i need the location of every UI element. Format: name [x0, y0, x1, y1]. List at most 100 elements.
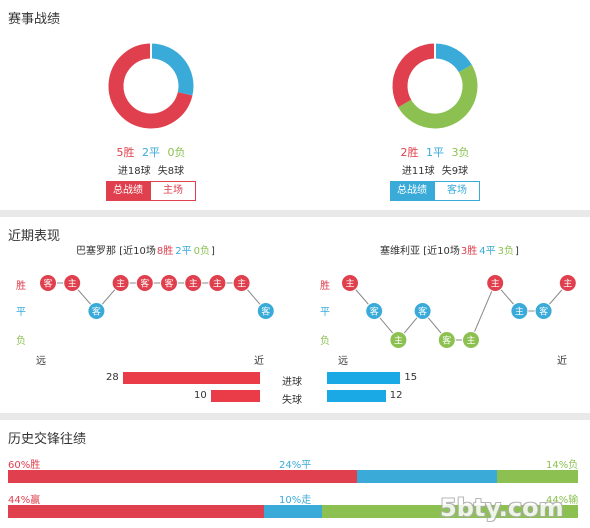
right-team-name: 塞维利亚	[380, 246, 420, 257]
svg-text:客: 客	[43, 278, 52, 290]
svg-text:主: 主	[116, 278, 125, 290]
left-axis-far: 远	[36, 356, 46, 367]
right-overall-button[interactable]: 总战绩	[390, 181, 434, 201]
right-form-point[interactable]: 客	[534, 302, 553, 320]
svg-text:客: 客	[140, 278, 149, 290]
left-form-point[interactable]: 客	[39, 274, 57, 292]
svg-text:主: 主	[563, 278, 572, 290]
left-form-point[interactable]: 客	[87, 302, 106, 320]
right-goals-conceded: 失9球	[441, 166, 469, 177]
right-record-line: 2胜 1平 3负	[360, 144, 510, 160]
svg-text:主: 主	[491, 278, 500, 290]
left-recent-draws: 2平	[175, 246, 192, 257]
left-form-point[interactable]: 主	[184, 274, 203, 292]
left-recent-wins: 8胜	[156, 246, 174, 257]
svg-text:客: 客	[164, 278, 173, 290]
right-form-point[interactable]: 客	[413, 302, 432, 320]
h2h-row1-loss-segment	[496, 470, 578, 483]
left-form-point[interactable]: 客	[160, 274, 178, 292]
right-row-label-win: 胜	[320, 281, 330, 292]
left-form-point[interactable]: 主	[63, 274, 82, 292]
right-goals-scored: 进11球	[401, 166, 435, 177]
right-form-point[interactable]: 客	[437, 331, 456, 349]
left-goals-scored-value: 28	[106, 372, 119, 383]
right-team-record: 2胜 1平 3负 进11球 失9球 总战绩 客场	[360, 36, 510, 201]
right-form-point[interactable]: 主	[558, 274, 577, 292]
left-form-point[interactable]: 主	[208, 274, 227, 292]
left-recent-header: 巴塞罗那 [近10场8胜 2平 0负]	[76, 242, 215, 257]
left-row-label-draw: 平	[16, 307, 26, 318]
right-draw-count: 1平	[426, 146, 444, 159]
h2h-row2-draw-segment	[263, 505, 323, 518]
left-form-point[interactable]: 主	[232, 274, 251, 292]
right-goals-conceded-value: 12	[389, 390, 403, 401]
left-form-point[interactable]: 主	[111, 274, 130, 292]
h2h-row1-loss-text: 14%负	[546, 460, 579, 471]
left-loss-count: 0负	[167, 146, 186, 159]
h2h-row1-draw-text: 24%平	[279, 460, 312, 471]
right-form-point[interactable]: 主	[462, 331, 480, 349]
left-axis-near: 近	[254, 356, 264, 367]
left-row-label-win: 胜	[16, 281, 26, 292]
left-recent-losses: 0负	[193, 246, 210, 257]
svg-text:主: 主	[213, 278, 222, 290]
left-record-donut	[108, 36, 194, 129]
svg-text:客: 客	[261, 306, 270, 318]
right-recent-draws: 4平	[479, 246, 496, 257]
right-away-button[interactable]: 客场	[434, 181, 480, 201]
svg-text:主: 主	[515, 306, 524, 318]
right-goals-scored-bar	[327, 372, 401, 384]
right-recent-prefix: [近10场	[423, 246, 460, 257]
right-form-point[interactable]: 主	[389, 331, 408, 349]
svg-text:客: 客	[442, 335, 451, 347]
left-goals-scored-bar	[123, 372, 260, 384]
right-form-point[interactable]: 客	[365, 302, 384, 320]
h2h-row1-win-text: 60%胜	[8, 460, 41, 471]
right-loss-count: 3负	[451, 146, 470, 159]
right-recent-wins: 3胜	[460, 246, 478, 257]
section-title-head-to-head: 历史交锋往绩	[8, 432, 87, 447]
svg-text:客: 客	[370, 306, 379, 318]
right-goals-scored-value: 15	[404, 372, 418, 383]
left-goals-conceded: 失8球	[157, 166, 185, 177]
section-title-recent-form: 近期表现	[8, 229, 61, 244]
goals-conceded-label: 失球	[282, 395, 302, 406]
left-form-point[interactable]: 客	[135, 274, 154, 292]
left-overall-button[interactable]: 总战绩	[106, 181, 150, 201]
right-recent-losses: 3负	[497, 246, 514, 257]
left-form-point[interactable]: 客	[256, 302, 275, 320]
right-recent-header: 塞维利亚 [近10场3胜 4平 3负]	[380, 242, 519, 257]
right-donut-win-slice	[392, 43, 436, 108]
right-form-point[interactable]: 主	[510, 302, 529, 320]
h2h-row2-win-text: 44%赢	[8, 495, 41, 506]
right-form-point[interactable]: 主	[341, 274, 359, 292]
svg-text:主: 主	[68, 278, 77, 290]
right-form-point[interactable]: 主	[486, 274, 505, 292]
left-donut-draw-slice	[150, 43, 194, 96]
right-goals-line: 进11球 失9球	[360, 162, 510, 177]
h2h-row1-draw-segment	[356, 470, 497, 483]
right-axis-far: 远	[338, 356, 348, 367]
right-win-count: 2胜	[400, 146, 419, 159]
svg-text:客: 客	[92, 306, 101, 318]
svg-text:主: 主	[394, 335, 403, 347]
h2h-row2-loss-text: 44%输	[546, 495, 579, 506]
left-team-record: 5胜 2平 0负 进18球 失8球 总战绩 主场	[76, 36, 226, 201]
left-goals-line: 进18球 失8球	[76, 162, 226, 177]
left-team-name: 巴塞罗那	[76, 246, 116, 257]
goals-scored-label: 进球	[282, 377, 302, 388]
right-record-donut	[392, 36, 478, 129]
h2h-row2-draw-text: 10%走	[279, 495, 312, 506]
svg-text:主: 主	[237, 278, 246, 290]
right-axis-near: 近	[557, 356, 567, 367]
svg-text:主: 主	[466, 335, 475, 347]
watermark: 5bty.com	[440, 494, 564, 522]
right-goals-conceded-bar	[327, 390, 386, 402]
left-filter-buttons: 总战绩 主场	[76, 181, 226, 201]
left-row-label-loss: 负	[16, 336, 26, 347]
left-home-button[interactable]: 主场	[150, 181, 196, 201]
svg-text:主: 主	[189, 278, 198, 290]
left-goals-scored: 进18球	[117, 166, 151, 177]
svg-text:主: 主	[345, 278, 354, 290]
svg-text:客: 客	[418, 306, 427, 318]
